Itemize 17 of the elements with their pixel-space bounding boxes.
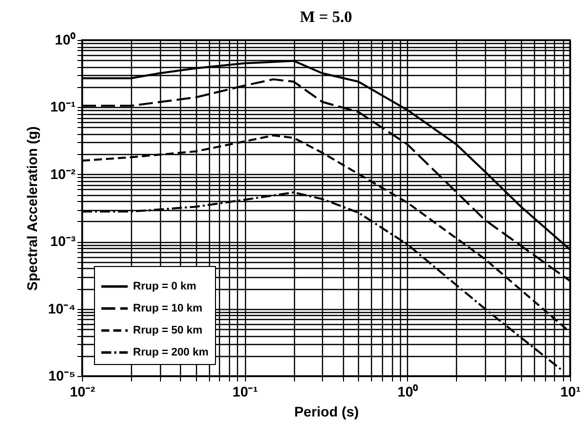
y-tick-label: 10⁻¹ bbox=[50, 98, 76, 115]
y-tick-label: 10⁻⁴ bbox=[48, 300, 76, 316]
y-tick-label: 10⁻⁵ bbox=[48, 368, 76, 384]
chart-title: M = 5.0 bbox=[300, 9, 352, 26]
x-tick-label: 10⁻¹ bbox=[232, 384, 258, 400]
legend-label: Rrup = 50 km bbox=[133, 324, 203, 336]
x-tick-label: 10⁻² bbox=[70, 384, 96, 400]
y-tick-label: 10⁰ bbox=[54, 32, 76, 48]
y-tick-label: 10⁻² bbox=[50, 166, 76, 182]
legend-label: Rrup = 10 km bbox=[133, 302, 203, 314]
x-axis-title: Period (s) bbox=[294, 404, 359, 420]
y-axis-title: Spectral Acceleration (g) bbox=[24, 126, 40, 291]
legend-label: Rrup = 0 km bbox=[133, 280, 196, 292]
x-tick-label: 10⁰ bbox=[398, 384, 418, 400]
y-tick-label: 10⁻³ bbox=[50, 233, 76, 250]
x-tick-label: 10¹ bbox=[560, 384, 581, 400]
legend-label: Rrup = 200 km bbox=[133, 346, 209, 358]
